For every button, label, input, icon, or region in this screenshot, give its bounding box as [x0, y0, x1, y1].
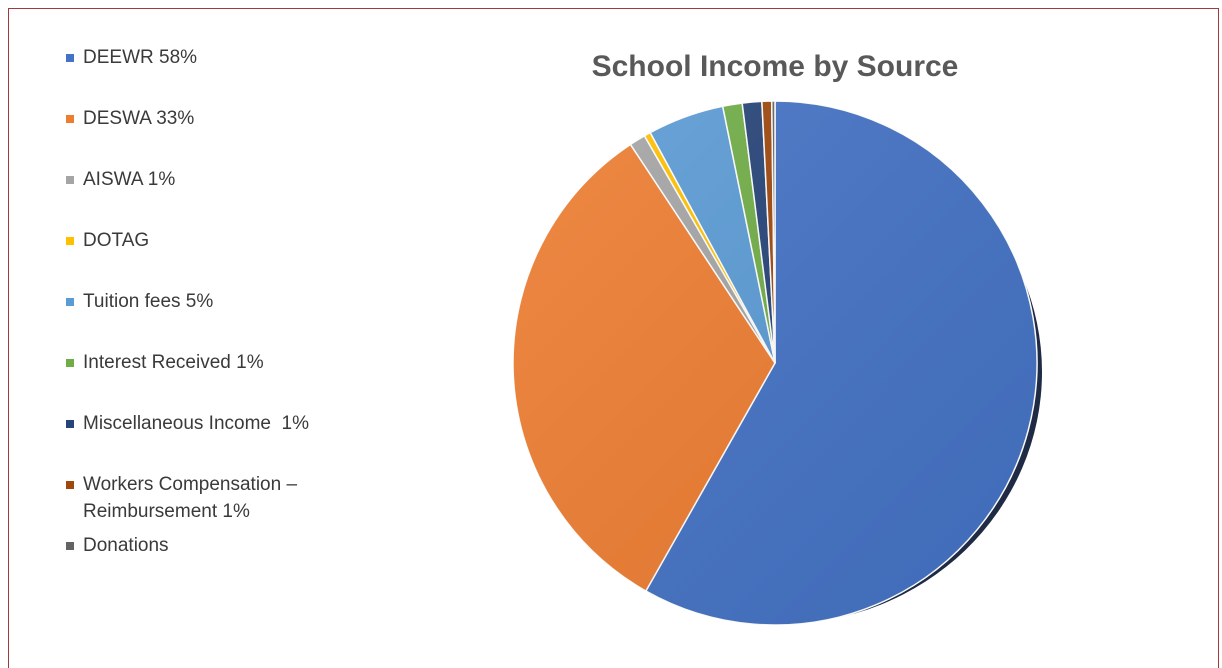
- legend-item: Donations: [66, 532, 383, 559]
- legend-swatch: [66, 176, 74, 184]
- legend-item: AISWA 1%: [66, 166, 383, 193]
- pie-slices: [512, 100, 1038, 626]
- legend-label: AISWA 1%: [83, 169, 176, 190]
- legend-label: Interest Received 1%: [83, 352, 264, 373]
- legend-label: Donations: [83, 535, 169, 556]
- legend-label: Miscellaneous Income 1%: [83, 413, 309, 434]
- legend-swatch: [66, 481, 74, 489]
- legend-swatch: [66, 54, 74, 62]
- legend-swatch: [66, 298, 74, 306]
- legend-item: Tuition fees 5%: [66, 288, 383, 315]
- legend-item: DEEWR 58%: [66, 44, 383, 71]
- legend-label: Workers Compensation – Reimbursement 1%: [83, 474, 298, 522]
- pie-chart: [512, 100, 1042, 626]
- legend-label: Tuition fees 5%: [83, 291, 214, 312]
- legend-item: DESWA 33%: [66, 105, 383, 132]
- legend-swatch: [66, 420, 74, 428]
- legend-label: DEEWR 58%: [83, 47, 198, 68]
- chart-frame: [8, 8, 1219, 668]
- chart-title: School Income by Source: [591, 50, 959, 83]
- legend-swatch: [66, 237, 74, 245]
- legend-item: Workers Compensation – Reimbursement 1%: [66, 471, 383, 525]
- legend-item: DOTAG: [66, 227, 383, 254]
- legend-label: DESWA 33%: [83, 108, 195, 129]
- legend-label: DOTAG: [83, 230, 150, 251]
- legend-swatch: [66, 359, 74, 367]
- legend-item: Miscellaneous Income 1%: [66, 410, 383, 437]
- legend-swatch: [66, 542, 74, 550]
- legend-item: Interest Received 1%: [66, 349, 383, 376]
- legend-swatch: [66, 115, 74, 123]
